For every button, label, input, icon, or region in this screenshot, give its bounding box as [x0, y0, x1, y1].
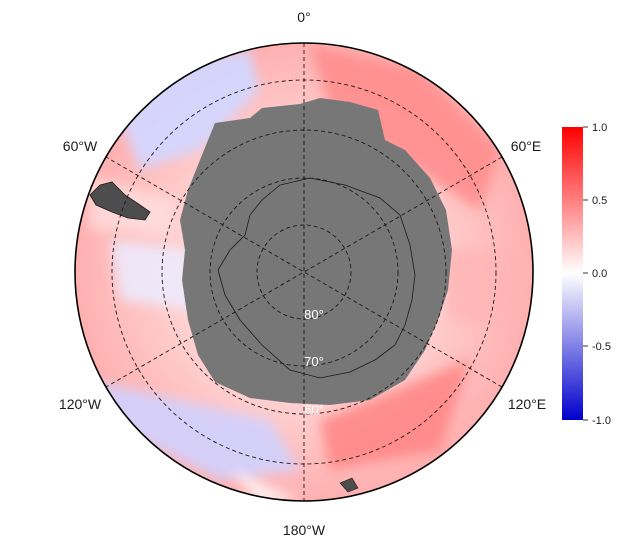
antarctica-land [180, 98, 452, 405]
map-boundary [74, 42, 534, 502]
lat-label-70: 70° [304, 354, 324, 369]
lat-label-80: 80° [304, 307, 324, 322]
lon-label-120w: 120°W [59, 396, 102, 412]
south-america-tip [89, 181, 151, 221]
island-sw [339, 477, 359, 493]
lon-label-60w: 60°W [63, 138, 98, 154]
colorbar-tick-neg-0-5: -0.5 [592, 341, 611, 353]
colorbar-tick-0: 0.0 [592, 268, 607, 280]
colorbar-tick-0-5: 0.5 [592, 195, 607, 207]
lat-label-60: 60° [304, 402, 324, 417]
colorbar: 1.0 0.5 0.0 -0.5 -1.0 [562, 122, 611, 427]
colorbar-tick-1: 1.0 [592, 122, 607, 134]
colorbar-gradient [562, 127, 583, 420]
lon-label-180w: 180°W [283, 522, 326, 538]
lon-label-120e: 120°E [508, 396, 546, 412]
graticule [105, 43, 503, 501]
antarctica-coastline [217, 177, 416, 379]
colorbar-tick-neg-1: -1.0 [592, 415, 611, 427]
lon-label-60e: 60°E [511, 138, 542, 154]
lon-label-0: 0° [297, 9, 310, 25]
